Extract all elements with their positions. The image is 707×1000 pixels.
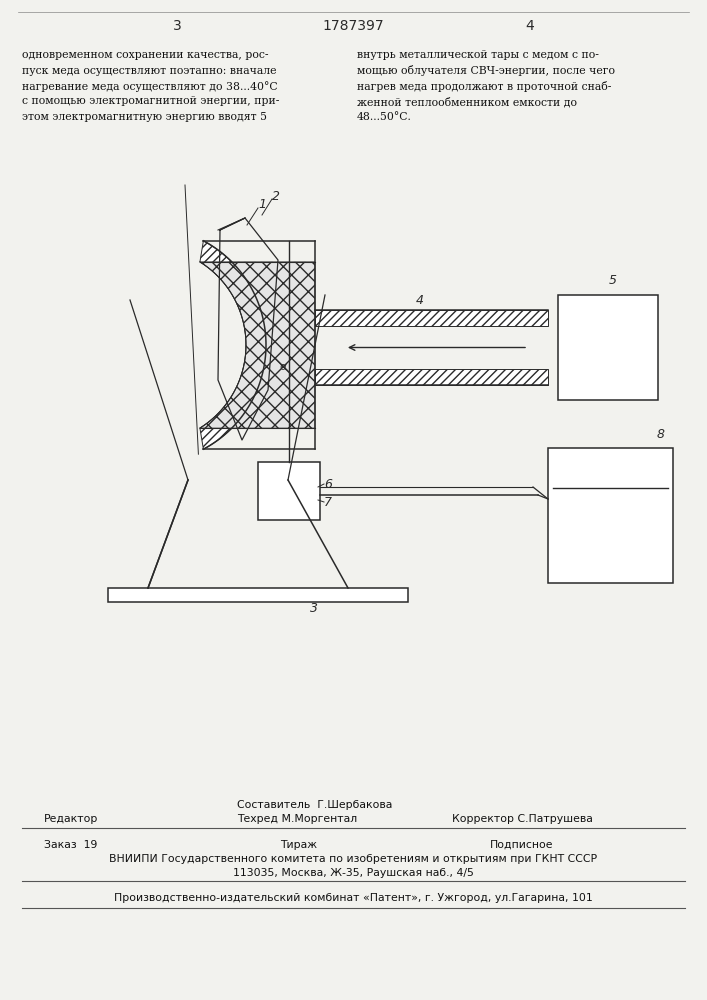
- Text: 4: 4: [525, 19, 534, 33]
- Text: этом электромагнитную энергию вводят 5: этом электромагнитную энергию вводят 5: [22, 112, 267, 122]
- Text: с помощью электромагнитной энергии, при-: с помощью электромагнитной энергии, при-: [22, 97, 279, 106]
- Text: 1787397: 1787397: [322, 19, 384, 33]
- Text: Редактор: Редактор: [44, 814, 98, 824]
- Text: 4: 4: [416, 294, 424, 306]
- Text: 7: 7: [324, 495, 332, 508]
- Text: 5: 5: [609, 274, 617, 288]
- Bar: [258, 462, 320, 520]
- Text: 6: 6: [324, 478, 332, 490]
- Bar: [315, 310, 548, 326]
- Text: внутрь металлической тары с медом с по-: внутрь металлической тары с медом с по-: [357, 50, 599, 60]
- Text: Техред М.Моргентал: Техред М.Моргентал: [237, 814, 357, 824]
- Text: пуск меда осуществляют поэтапно: вначале: пуск меда осуществляют поэтапно: вначале: [22, 66, 276, 76]
- Bar: [108, 588, 408, 602]
- Text: 48...50°С.: 48...50°С.: [357, 112, 412, 122]
- Bar: [315, 369, 548, 385]
- Bar: [548, 448, 673, 583]
- Text: 113035, Москва, Ж-35, Раушская наб., 4/5: 113035, Москва, Ж-35, Раушская наб., 4/5: [233, 868, 474, 878]
- Text: Заказ  19: Заказ 19: [44, 840, 98, 850]
- Text: 3: 3: [310, 601, 318, 614]
- Text: Корректор С.Патрушева: Корректор С.Патрушева: [452, 814, 593, 824]
- Text: одновременном сохранении качества, рос-: одновременном сохранении качества, рос-: [22, 50, 269, 60]
- Bar: [558, 295, 658, 400]
- Text: 8: 8: [657, 428, 665, 440]
- Text: 3: 3: [173, 19, 182, 33]
- Text: ВНИИПИ Государственного комитета по изобретениям и открытиям при ГКНТ СССР: ВНИИПИ Государственного комитета по изоб…: [109, 854, 597, 864]
- Text: Подписное: Подписное: [490, 840, 554, 850]
- Text: мощью облучателя СВЧ-энергии, после чего: мощью облучателя СВЧ-энергии, после чего: [357, 66, 615, 77]
- Text: α: α: [279, 362, 286, 372]
- Text: Составитель  Г.Шербакова: Составитель Г.Шербакова: [237, 800, 392, 810]
- Text: женной теплообменником емкости до: женной теплообменником емкости до: [357, 97, 577, 107]
- Text: 2: 2: [272, 190, 280, 202]
- Polygon shape: [200, 241, 266, 449]
- Polygon shape: [200, 262, 315, 428]
- Text: Тираж: Тираж: [280, 840, 317, 850]
- Text: 1: 1: [258, 198, 266, 212]
- Text: нагревание меда осуществляют до 38...40°С: нагревание меда осуществляют до 38...40°…: [22, 81, 278, 92]
- Text: нагрев меда продолжают в проточной снаб-: нагрев меда продолжают в проточной снаб-: [357, 81, 612, 92]
- Text: Производственно-издательский комбинат «Патент», г. Ужгород, ул.Гагарина, 101: Производственно-издательский комбинат «П…: [114, 893, 592, 903]
